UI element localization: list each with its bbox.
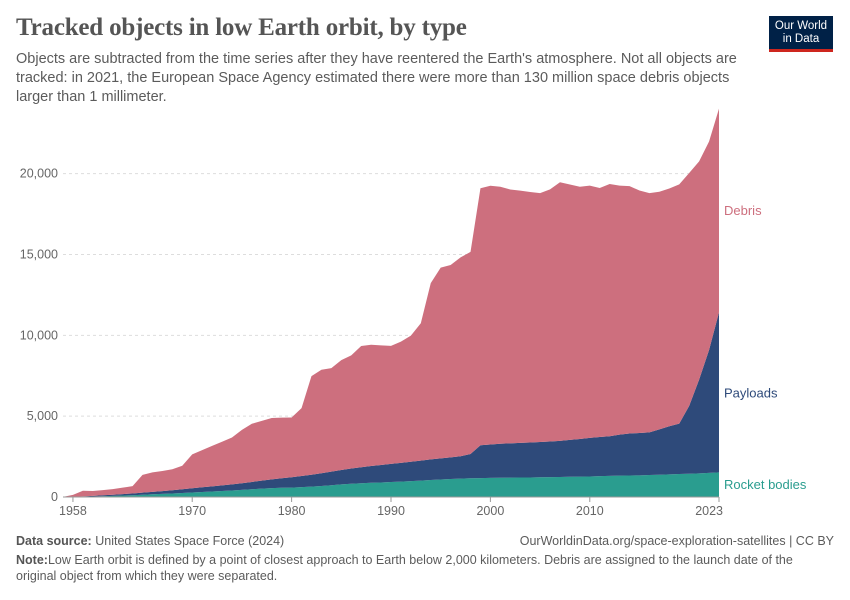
x-tick-label: 1970: [178, 504, 206, 518]
logo-line-2: in Data: [782, 32, 820, 45]
x-tick-label: 1958: [59, 504, 87, 518]
owid-logo[interactable]: Our World in Data: [769, 16, 833, 52]
area-payloads[interactable]: [63, 312, 719, 497]
area-series: [63, 108, 719, 497]
note-label: Note:: [16, 553, 48, 567]
source-url-link[interactable]: OurWorldinData.org/space-exploration-sat…: [519, 534, 834, 548]
x-tick-label: 2000: [476, 504, 504, 518]
series-label-rocket-bodies: Rocket bodies: [724, 477, 807, 492]
x-tick-label: 1980: [278, 504, 306, 518]
y-tick-label: 5,000: [27, 409, 58, 423]
note-text: Low Earth orbit is defined by a point of…: [16, 553, 793, 583]
y-tick-label: 20,000: [20, 167, 58, 181]
area-debris[interactable]: [63, 108, 719, 497]
x-tick-label: 2010: [576, 504, 604, 518]
x-tick-label: 1990: [377, 504, 405, 518]
area-rocket-bodies[interactable]: [63, 472, 719, 497]
source-label: Data source:: [16, 534, 92, 548]
series-labels: Rocket bodies Payloads Debris: [724, 203, 807, 492]
chart-title: Tracked objects in low Earth orbit, by t…: [16, 14, 467, 41]
source-line: Data source: United States Space Force (…: [16, 534, 834, 548]
y-tick-label: 0: [51, 490, 58, 504]
logo-line-1: Our World: [774, 19, 828, 32]
axes: 0 5,000 10,000 15,000 20,000 1958 1970 1980 1990…: [20, 167, 723, 518]
series-label-debris: Debris: [724, 203, 762, 218]
source-text: United States Space Force (2024): [95, 534, 285, 548]
x-tick-label: 2023: [695, 504, 723, 518]
stacked-area-chart: 0 5,000 10,000 15,000 20,000 1958 1970 1980 1990…: [20, 108, 807, 518]
y-tick-label: 10,000: [20, 328, 58, 342]
series-label-payloads: Payloads: [724, 386, 778, 401]
y-tick-label: 15,000: [20, 248, 58, 262]
chart-subtitle: Objects are subtracted from the time ser…: [16, 51, 737, 105]
note-line: Note:Low Earth orbit is defined by a poi…: [16, 552, 834, 584]
